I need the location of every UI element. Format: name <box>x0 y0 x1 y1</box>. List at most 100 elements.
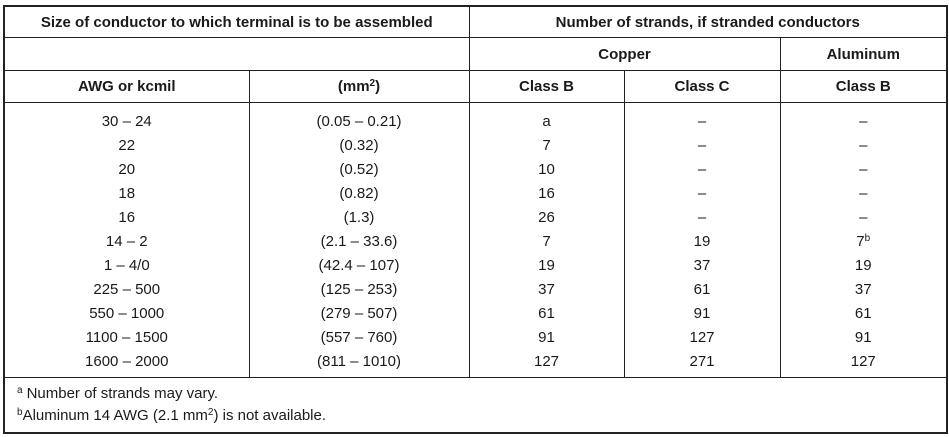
data-row: 1100 – 1500 (557 – 760) 91 127 91 <box>4 325 947 349</box>
cell-text: 550 – 1000 <box>89 304 165 322</box>
data-cell: – <box>779 157 947 181</box>
data-cell: 37 <box>623 253 780 277</box>
data-cell: 16 <box>4 205 249 229</box>
header-row: Size of conductor to which terminal is t… <box>4 6 947 38</box>
cell-text: 1 – 4/0 <box>103 256 150 274</box>
data-cell: 91 <box>468 325 624 349</box>
data-cell: – <box>623 133 780 157</box>
cell-text: (557 – 760) <box>320 328 398 346</box>
cell-text: 61 <box>693 280 711 298</box>
data-row: 30 – 24 (0.05 – 0.21) a – – <box>4 102 947 133</box>
cell-text: – <box>697 208 707 226</box>
data-cell: 22 <box>4 133 249 157</box>
data-cell: – <box>623 205 780 229</box>
data-cell: (0.52) <box>248 157 469 181</box>
superscript: 2 <box>369 78 376 89</box>
cell-text: 91 <box>693 304 711 322</box>
cell-text: – <box>859 208 868 226</box>
header-text: Size of conductor to which terminal is t… <box>40 13 433 31</box>
cell-text: – <box>697 184 707 202</box>
cell-text: 127 <box>533 352 560 370</box>
data-cell: 550 – 1000 <box>4 301 249 325</box>
data-cell: – <box>623 102 780 133</box>
data-cell: 61 <box>779 301 947 325</box>
cell-text: 91 <box>538 328 555 346</box>
superscript: 2 <box>207 407 214 418</box>
data-cell: 37 <box>468 277 624 301</box>
data-cell: 127 <box>779 349 947 378</box>
data-cell: – <box>779 133 947 157</box>
footnote: a Number of strands may vary. <box>17 383 946 405</box>
data-cell: – <box>779 102 947 133</box>
data-cell: 19 <box>779 253 947 277</box>
cell-text: (0.05 – 0.21) <box>316 112 402 130</box>
data-cell: 1 – 4/0 <box>4 253 249 277</box>
data-cell: 19 <box>468 253 624 277</box>
superscript: a <box>17 385 23 396</box>
data-cell: (0.05 – 0.21) <box>248 102 469 133</box>
data-row: 22 (0.32) 7 – – <box>4 133 947 157</box>
header-text: Aluminum <box>826 45 900 63</box>
header-text: Number of strands, if stranded conductor… <box>555 13 860 31</box>
data-cell: 26 <box>468 205 624 229</box>
footnote: bAluminum 14 AWG (2.1 mm2) is not availa… <box>17 405 946 427</box>
cell-text: (811 – 1010) <box>317 352 401 370</box>
data-cell: 19 <box>623 229 780 253</box>
cell-text: 127 <box>850 352 876 370</box>
header-text: Class C <box>674 78 730 95</box>
data-cell: 37 <box>779 277 947 301</box>
cell-text: (2.1 – 33.6) <box>320 232 398 250</box>
cell-text: 7 <box>542 136 551 154</box>
data-cell: 7 <box>468 133 624 157</box>
data-cell: 1100 – 1500 <box>4 325 249 349</box>
data-cell: 61 <box>623 277 780 301</box>
cell-text: (1.3) <box>343 208 375 226</box>
data-cell: 20 <box>4 157 249 181</box>
cell-text: 20 <box>118 160 136 178</box>
cell-text: 30 – 24 <box>101 112 152 130</box>
cell-text: 7 <box>542 232 551 250</box>
footnote-text: ) is not available. <box>213 407 327 424</box>
data-row: 20 (0.52) 10 – – <box>4 157 947 181</box>
header-text: Copper <box>598 45 651 63</box>
header-text: Class B <box>835 78 891 95</box>
footnote-text: Number of strands may vary. <box>26 385 219 402</box>
table-header: Size of conductor to which terminal is t… <box>4 6 947 103</box>
data-cell: (279 – 507) <box>248 301 469 325</box>
data-cell: (557 – 760) <box>248 325 469 349</box>
data-cell: 7b <box>779 229 947 253</box>
footnote-cell: a Number of strands may vary. bAluminum 1… <box>4 377 947 433</box>
data-cell: a <box>468 102 624 133</box>
superscript: b <box>864 232 871 244</box>
cell-text: 14 – 2 <box>105 232 148 250</box>
table-footer: a Number of strands may vary. bAluminum 1… <box>4 377 947 433</box>
header-cell: Copper <box>468 37 780 71</box>
header-row: AWG or kcmil (mm2) Class B Class C Class… <box>4 70 947 103</box>
cell-text: 225 – 500 <box>93 280 161 298</box>
data-row: 18 (0.82) 16 – – <box>4 181 947 205</box>
header-cell: Class B <box>468 70 624 103</box>
data-cell: – <box>779 181 947 205</box>
cell-text: a <box>542 112 551 130</box>
data-cell: 10 <box>468 157 624 181</box>
cell-text: – <box>859 160 868 178</box>
cell-text: 19 <box>538 256 555 274</box>
header-cell: Class B <box>779 70 947 103</box>
data-cell: 61 <box>468 301 624 325</box>
data-cell: 18 <box>4 181 249 205</box>
cell-text: 16 <box>118 208 136 226</box>
cell-text: – <box>859 136 868 154</box>
data-cell: 16 <box>468 181 624 205</box>
data-cell: 14 – 2 <box>4 229 249 253</box>
cell-text: – <box>859 184 868 202</box>
data-cell: 7 <box>468 229 624 253</box>
cell-text: 18 <box>118 184 136 202</box>
cell-text: 37 <box>538 280 555 298</box>
header-text: AWG or kcmil <box>77 78 176 95</box>
data-cell: – <box>623 181 780 205</box>
cell-text: 37 <box>693 256 711 274</box>
cell-text: 1600 – 2000 <box>85 352 169 370</box>
cell-text: 37 <box>854 280 872 298</box>
cell-text: 19 <box>854 256 872 274</box>
